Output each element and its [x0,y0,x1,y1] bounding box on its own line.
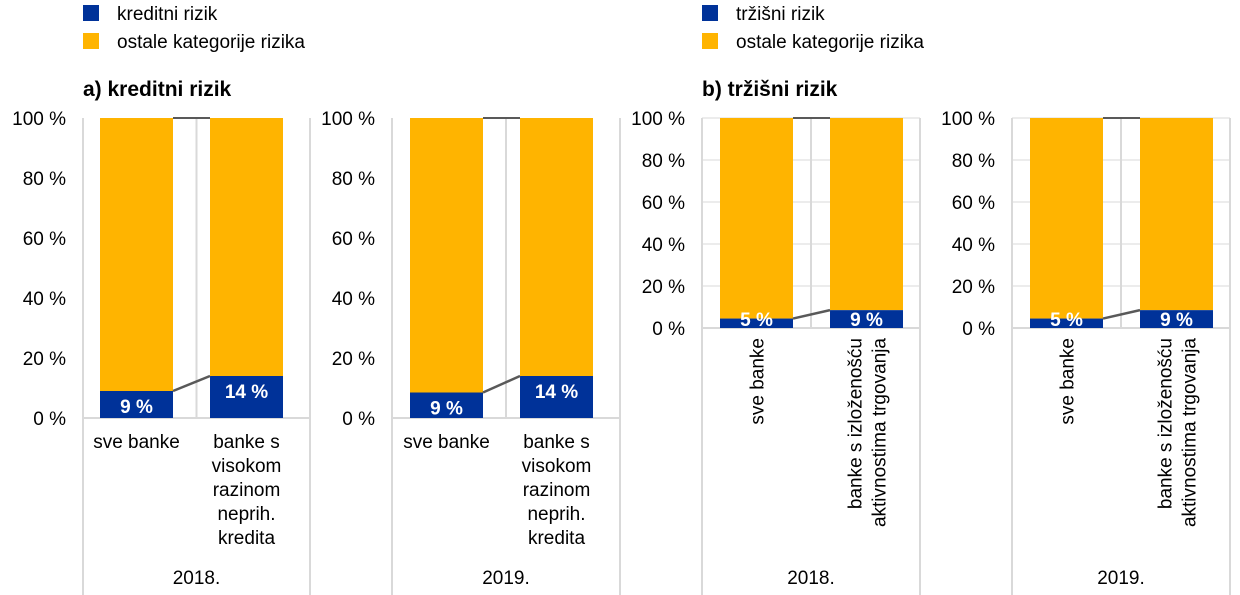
y-tick-label: 60 % [23,229,66,250]
bar-other-risk [520,118,593,376]
y-tick-label: 40 % [332,289,375,310]
category-label: sve banke [93,432,180,453]
data-label: 14 % [535,382,578,403]
category-label: banke s [213,432,280,453]
data-label: 9 % [430,399,463,420]
data-label: 14 % [225,382,268,403]
category-label: aktivnostima trgovanja [870,338,891,527]
y-tick-label: 0 % [962,319,995,340]
bar-other-risk [1140,118,1213,311]
legend-label: ostale kategorije rizika [117,32,305,53]
y-tick-label: 40 % [23,289,66,310]
category-label: razinom [523,480,591,501]
category-label: banke s izloženošću [846,338,867,509]
y-tick-label: 0 % [342,409,375,430]
panel-title: a) kreditni rizik [83,78,232,101]
bar-main-risk [410,392,483,418]
bar-main-risk [830,310,903,328]
y-tick-label: 80 % [332,169,375,190]
legend-swatch [83,5,99,21]
category-label: visokom [212,456,282,477]
data-label: 9 % [850,310,883,331]
year-label: 2018. [787,568,835,589]
category-label: sve banke [748,338,769,425]
category-label: sve banke [403,432,490,453]
bar-other-risk [1030,118,1103,319]
panel-title: b) tržišni rizik [702,78,838,101]
y-tick-label: 0 % [652,319,685,340]
y-tick-label: 40 % [642,235,685,256]
y-tick-label: 80 % [23,169,66,190]
bar-other-risk [410,118,483,393]
bar-main-risk [720,318,793,328]
series-connector [792,308,831,320]
category-label: neprih. [217,504,275,525]
legend-swatch [83,33,99,49]
category-label: sve banke [1058,338,1079,425]
category-label: visokom [522,456,592,477]
y-tick-label: 100 % [631,109,685,130]
y-tick-label: 20 % [642,277,685,298]
legend-label: tržišni rizik [736,4,825,25]
series-connector [482,374,521,394]
data-label: 5 % [1050,310,1083,331]
year-label: 2019. [1097,568,1145,589]
legend-label: ostale kategorije rizika [736,32,924,53]
y-tick-label: 40 % [952,235,995,256]
legend-swatch [702,33,718,49]
y-tick-label: 80 % [642,151,685,172]
data-label: 9 % [1160,310,1193,331]
y-tick-label: 100 % [12,109,66,130]
bar-main-risk [210,376,283,418]
y-tick-label: 60 % [332,229,375,250]
y-tick-label: 20 % [23,349,66,370]
bar-main-risk [1140,310,1213,328]
y-tick-label: 20 % [952,277,995,298]
bar-other-risk [830,118,903,311]
bar-main-risk [100,391,173,418]
y-tick-label: 20 % [332,349,375,370]
category-label: razinom [213,480,281,501]
y-tick-label: 100 % [321,109,375,130]
y-tick-label: 100 % [941,109,995,130]
data-label: 9 % [120,397,153,418]
bar-other-risk [100,118,173,391]
category-label: aktivnostima trgovanja [1180,338,1201,527]
legend-label: kreditni rizik [117,4,218,25]
y-tick-label: 0 % [33,409,66,430]
data-label: 5 % [740,310,773,331]
category-label: kredita [218,528,275,549]
bar-other-risk [720,118,793,319]
y-tick-label: 60 % [952,193,995,214]
bar-main-risk [1030,318,1103,328]
year-label: 2018. [173,568,221,589]
category-label: banke s [523,432,590,453]
series-connector [172,374,211,393]
bar-other-risk [210,118,283,376]
category-label: banke s izloženošću [1156,338,1177,509]
series-connector [1102,308,1141,320]
category-label: neprih. [527,504,585,525]
y-tick-label: 80 % [952,151,995,172]
bar-main-risk [520,376,593,418]
category-label: kredita [528,528,585,549]
year-label: 2019. [482,568,530,589]
y-tick-label: 60 % [642,193,685,214]
legend-swatch [702,5,718,21]
